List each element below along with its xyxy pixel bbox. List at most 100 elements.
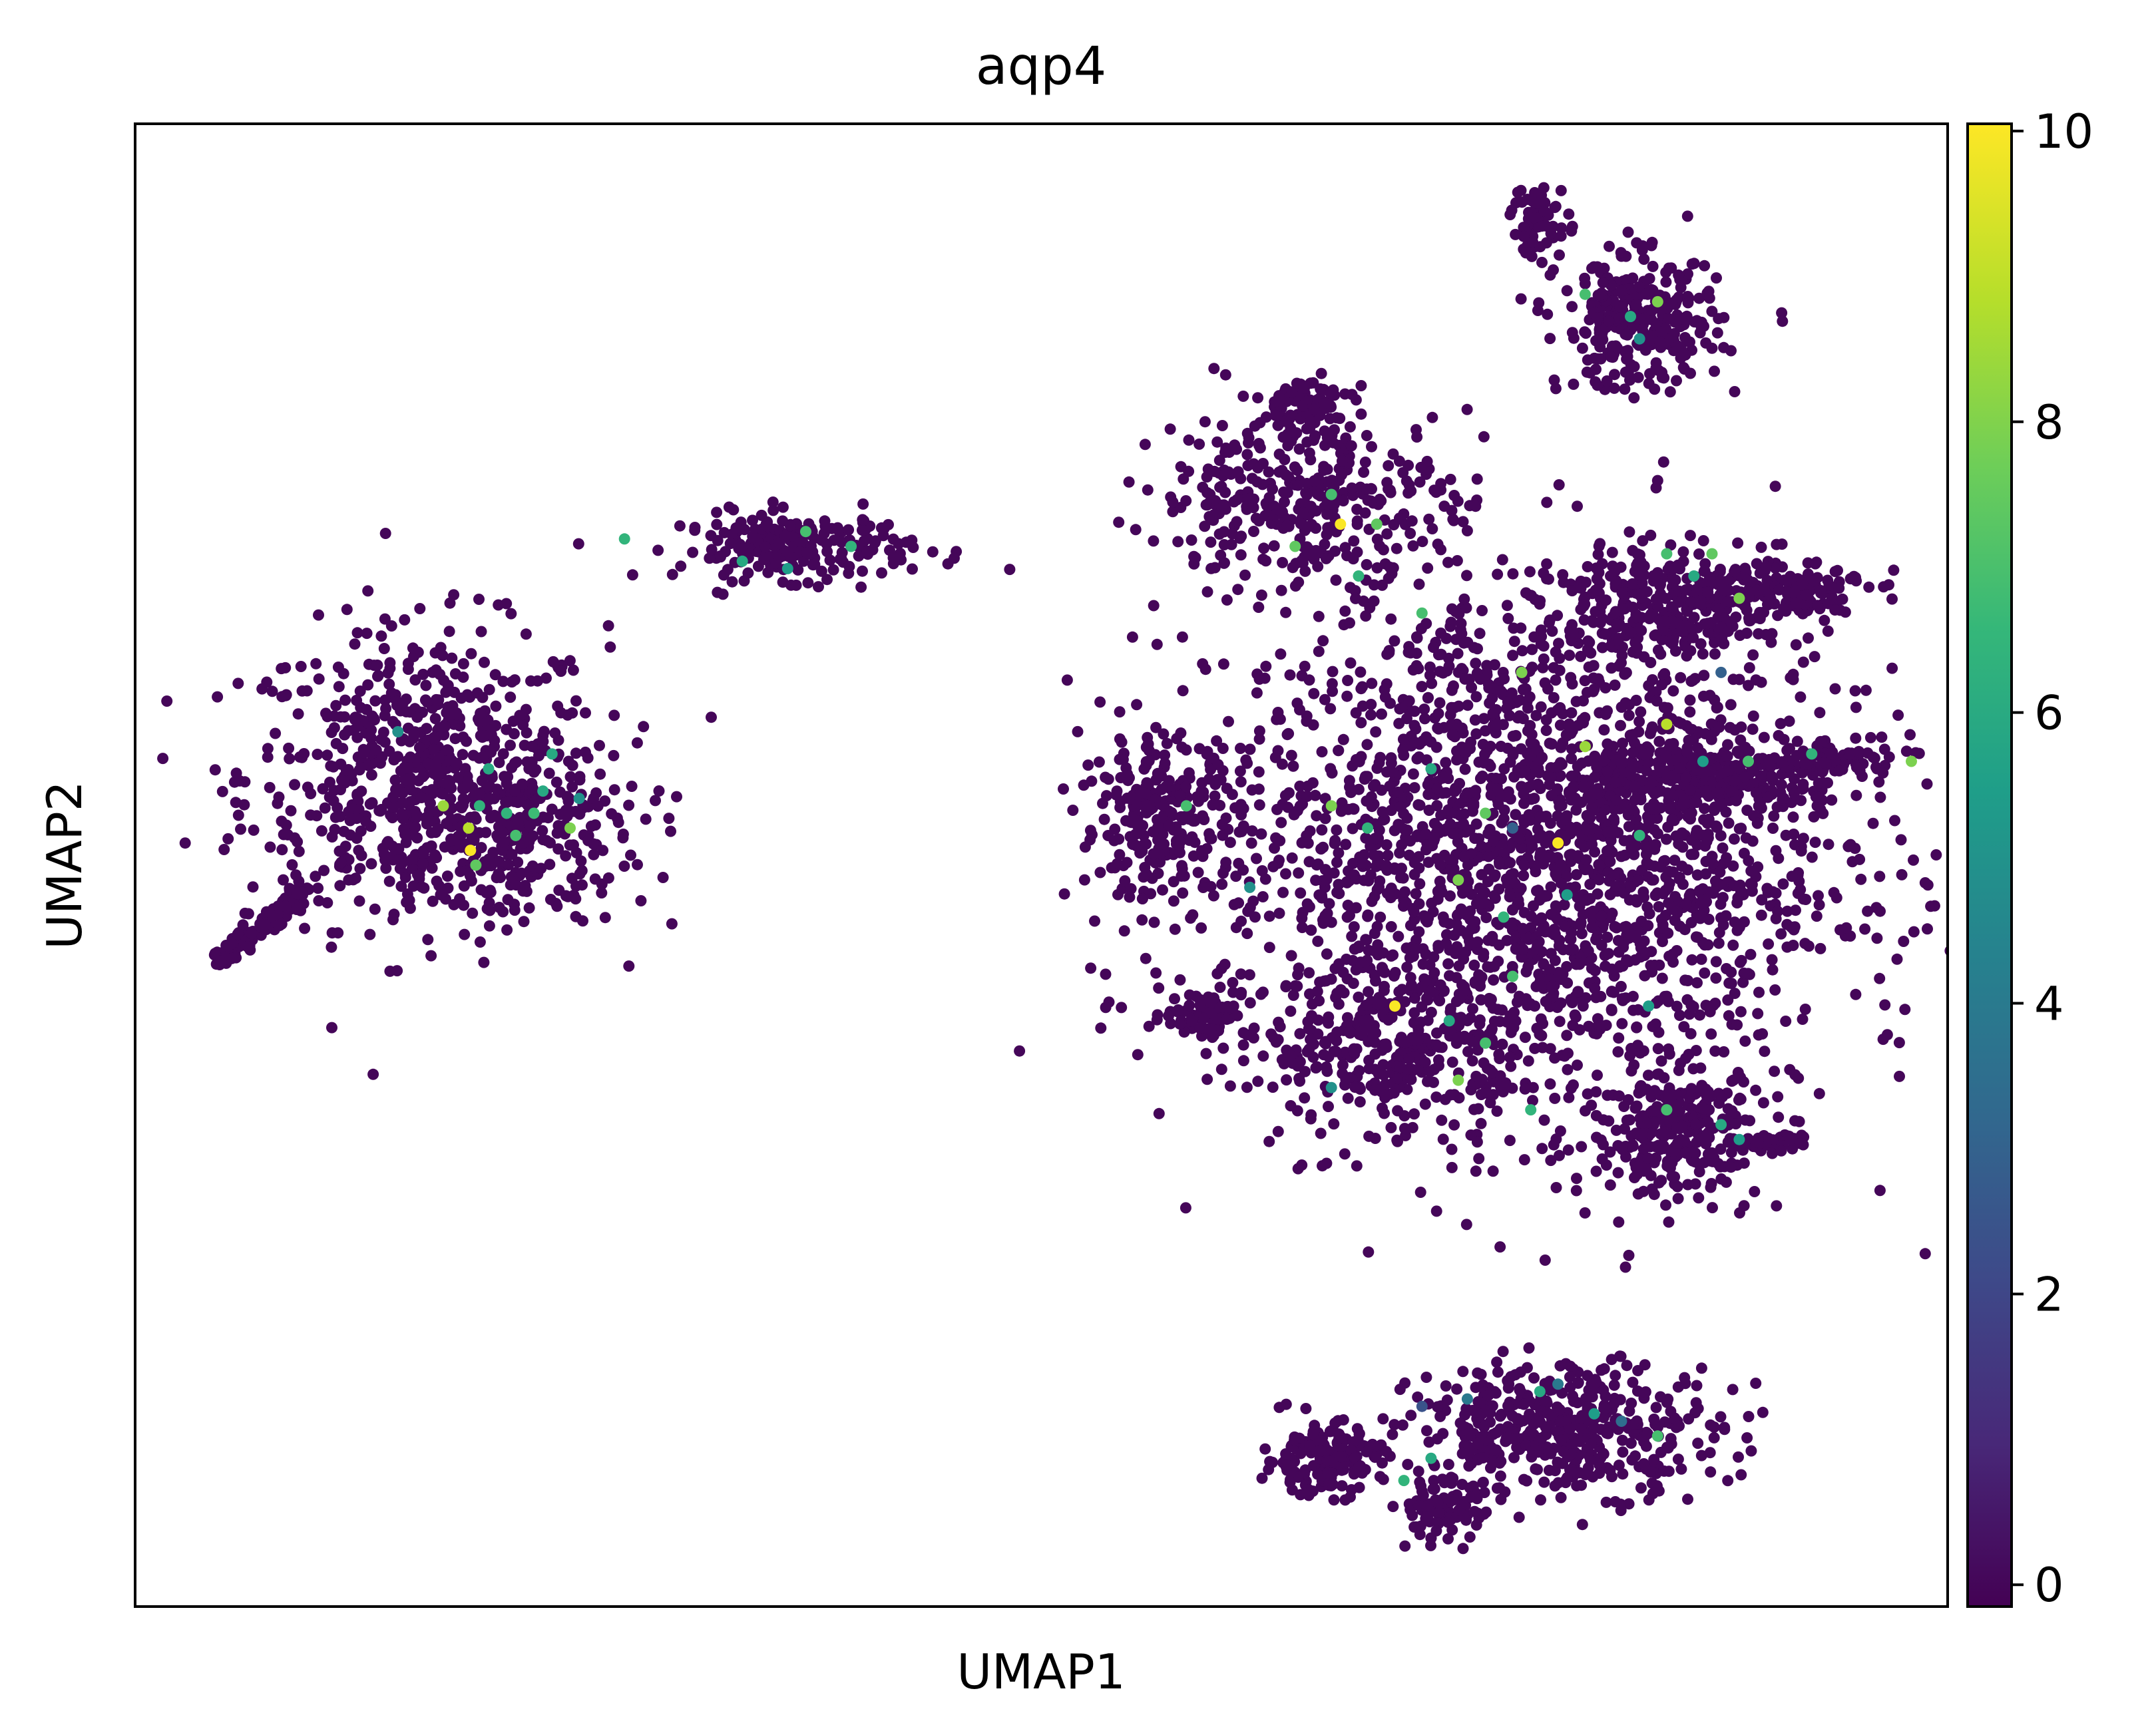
cell-point [409, 674, 421, 686]
cell-point [537, 825, 548, 837]
cell-point [1602, 738, 1614, 750]
cell-point [1469, 714, 1481, 726]
cell-point [1604, 240, 1615, 252]
cell-point [1687, 1001, 1699, 1013]
cell-point [1467, 1003, 1478, 1015]
cell-point [1448, 1119, 1460, 1131]
cell-point [1578, 695, 1589, 707]
cell-point [1751, 817, 1763, 829]
cell-point [1184, 1000, 1195, 1012]
cell-point [1546, 980, 1558, 992]
cell-point [481, 781, 493, 793]
cell-point [1242, 460, 1254, 471]
cell-point [327, 795, 339, 807]
cell-point [1673, 1010, 1685, 1022]
cell-point [1178, 473, 1189, 485]
cell-point [1230, 922, 1242, 934]
cell-point [1560, 814, 1572, 826]
cell-point [435, 888, 447, 900]
cluster-c1-tail [208, 875, 315, 970]
cell-point [1706, 305, 1718, 317]
cell-point [1296, 922, 1308, 934]
cell-point [1180, 495, 1192, 506]
cell-point [1566, 678, 1578, 690]
cell-point [242, 908, 254, 920]
cell-point [270, 727, 282, 739]
cell-point [497, 675, 509, 687]
cell-point [1408, 1007, 1420, 1019]
cell-point [1592, 353, 1604, 365]
cell-point [1431, 783, 1443, 795]
cell-point [1558, 899, 1570, 910]
cell-point [431, 875, 443, 887]
cell-point [421, 696, 433, 708]
cell-point [1699, 260, 1711, 272]
cell-point [382, 836, 394, 848]
cluster-c4-tip [1504, 182, 1578, 268]
cell-point [1205, 536, 1217, 548]
cell-point [232, 928, 244, 940]
cell-point [1698, 670, 1710, 681]
cell-point [570, 910, 582, 922]
cell-point [1867, 817, 1879, 829]
cell-point [1313, 646, 1325, 658]
cell-point [351, 694, 363, 706]
cell-point [1555, 184, 1567, 196]
cell-point [379, 854, 391, 866]
cell-point [1157, 884, 1168, 896]
cell-point [1331, 824, 1343, 836]
cell-point [1339, 542, 1351, 554]
cell-point [1509, 878, 1521, 890]
cell-point [1337, 733, 1349, 745]
cell-point [1566, 926, 1578, 938]
cell-point [1226, 789, 1238, 801]
cell-point [509, 795, 521, 807]
cell-point [537, 735, 548, 747]
cell-point [1355, 408, 1367, 420]
cell-point [1375, 495, 1387, 507]
cell-point [1422, 692, 1434, 704]
cell-point [1461, 525, 1473, 536]
cell-point [1703, 292, 1715, 304]
cell-point [1058, 783, 1069, 795]
cell-point [365, 732, 377, 744]
cell-point [280, 900, 292, 912]
cell-point [802, 577, 814, 589]
cell-point [1218, 499, 1230, 511]
cell-point [1423, 805, 1435, 816]
cell-point [1488, 835, 1499, 847]
cell-point [1475, 994, 1487, 1006]
cell-point [1321, 873, 1333, 885]
cell-point [1781, 941, 1793, 953]
cell-point [1312, 935, 1324, 947]
cell-point [1207, 799, 1219, 811]
cell-point [1784, 1063, 1796, 1075]
cell-point [1562, 1063, 1574, 1075]
cell-point [1494, 1241, 1506, 1253]
cell-point [371, 660, 383, 671]
cell-point [777, 501, 789, 513]
cell-point [1361, 739, 1373, 751]
cell-point [430, 761, 442, 772]
cell-point [1795, 845, 1807, 857]
cell-point [1711, 702, 1723, 714]
cell-point [1327, 685, 1339, 697]
cell-point [1365, 709, 1377, 721]
cell-point [319, 802, 331, 814]
cell-point [1139, 862, 1151, 873]
cell-point [1316, 824, 1328, 836]
cell-point [1434, 979, 1446, 991]
cell-point [640, 813, 652, 825]
cell-point [1363, 986, 1375, 998]
cell-point [1572, 1060, 1583, 1071]
cell-point [1514, 833, 1526, 845]
cell-point [1476, 605, 1488, 616]
cell-point [1443, 918, 1455, 930]
cell-point [354, 863, 366, 874]
cell-point [1167, 496, 1179, 508]
cell-point [1476, 770, 1488, 782]
cell-point [1894, 1070, 1905, 1082]
cell-point [552, 734, 564, 746]
cell-point [1570, 868, 1582, 880]
cell-point [608, 784, 620, 796]
